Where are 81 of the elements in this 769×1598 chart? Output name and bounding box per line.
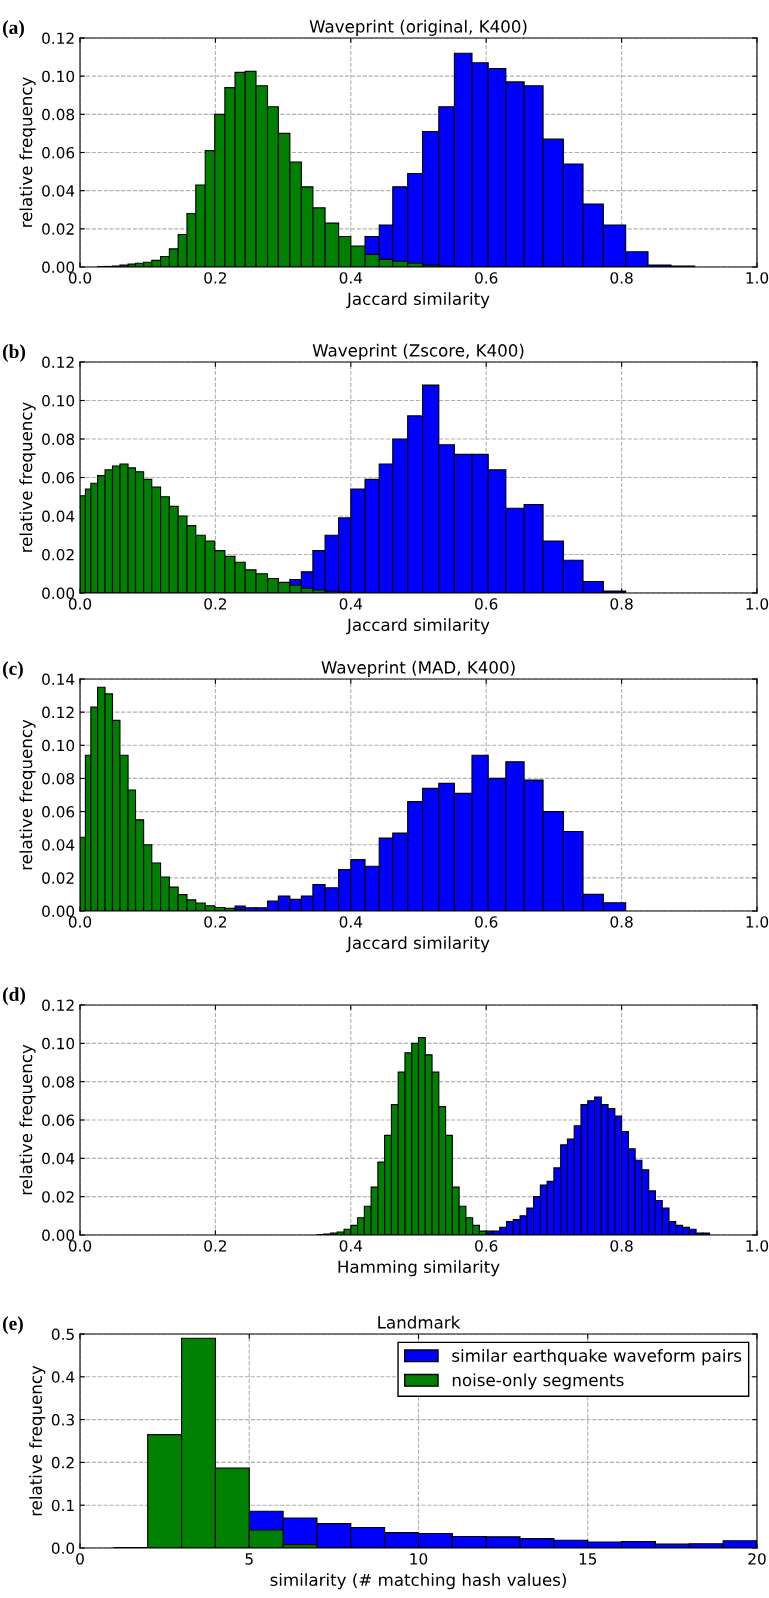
- y-axis-title: relative frequency: [19, 77, 36, 227]
- x-tick-label: 0.4: [339, 1240, 363, 1252]
- y-axis-title: relative frequency: [19, 402, 36, 552]
- x-axis-title: similarity (# matching hash values): [270, 1573, 566, 1590]
- y-tick-label: 0.12: [42, 356, 74, 369]
- x-tick-label: 1.0: [746, 916, 769, 928]
- chart-title: Waveprint (original, K400): [309, 19, 527, 36]
- y-tick-label: 0.04: [42, 839, 75, 851]
- y-tick-label: 0.04: [42, 185, 75, 197]
- x-tick-label: 0.6: [475, 916, 498, 928]
- y-tick-label: 0.1: [51, 1499, 74, 1512]
- x-tick-label: 0.8: [610, 916, 633, 928]
- x-tick-label: 0.0: [68, 1240, 92, 1252]
- x-tick-label: 15: [579, 1553, 597, 1565]
- y-tick-label: 0.12: [42, 32, 74, 45]
- chart-title: Landmark: [378, 1315, 461, 1329]
- y-tick-label: 0.5: [51, 1328, 74, 1341]
- x-tick-label: 0.4: [339, 598, 363, 610]
- text: (d): [3, 987, 26, 1005]
- legend-label: noise-only segments: [452, 1373, 624, 1390]
- x-tick-label: 5: [245, 1553, 253, 1565]
- x-tick-label: 0.2: [204, 916, 227, 928]
- x-tick-label: 20: [748, 1553, 766, 1565]
- x-tick-label: 0.2: [204, 598, 227, 610]
- legend-label: similar earthquake waveform pairs: [452, 1349, 742, 1366]
- x-tick-label: 1.0: [746, 598, 769, 610]
- y-tick-label: 0.10: [42, 394, 75, 407]
- y-tick-label: 0.2: [51, 1456, 74, 1469]
- x-tick-label: 0.8: [610, 598, 633, 610]
- y-tick-label: 0.08: [42, 433, 75, 446]
- x-axis-title: Jaccard similarity: [346, 936, 490, 953]
- x-tick-label: 0.2: [204, 272, 227, 284]
- x-tick-label: 1.0: [746, 1240, 769, 1252]
- y-tick-label: 0.0: [51, 1542, 75, 1555]
- text: (e): [3, 1316, 23, 1334]
- chart-title: Waveprint (Zscore, K400): [312, 343, 524, 360]
- y-axis-title: relative frequency: [19, 719, 36, 870]
- y-tick-label: 0.06: [42, 146, 75, 159]
- text: (c): [3, 661, 23, 679]
- x-tick-label: 0.0: [68, 272, 92, 284]
- y-tick-label: 0.06: [42, 806, 75, 818]
- y-tick-label: 0.10: [42, 739, 75, 752]
- y-tick-label: 0.08: [42, 1076, 75, 1088]
- x-tick-label: 10: [410, 1553, 428, 1565]
- y-tick-label: 0.4: [51, 1371, 75, 1383]
- text: (a): [3, 20, 24, 38]
- x-tick-label: 0.6: [475, 598, 498, 610]
- y-tick-label: 0.12: [42, 706, 74, 719]
- chart-title: Waveprint (MAD, K400): [321, 660, 515, 677]
- x-axis-title: Jaccard similarity: [346, 292, 490, 309]
- y-tick-label: 0.08: [42, 772, 75, 785]
- x-tick-label: 0.6: [475, 272, 498, 284]
- x-tick-label: 0.2: [204, 1240, 227, 1252]
- y-tick-label: 0.12: [42, 999, 74, 1012]
- x-tick-label: 0.4: [339, 272, 363, 284]
- y-tick-label: 0.04: [42, 1152, 75, 1165]
- x-tick-label: 0: [76, 1553, 84, 1565]
- x-tick-label: 0.0: [68, 916, 92, 928]
- y-tick-label: 0.02: [42, 548, 74, 561]
- x-tick-label: 0.4: [339, 916, 363, 928]
- y-tick-label: 0.10: [42, 1037, 75, 1050]
- y-tick-label: 0.04: [42, 510, 75, 523]
- y-tick-label: 0.02: [42, 872, 74, 884]
- x-tick-label: 0.8: [610, 1240, 633, 1252]
- y-axis-title: relative frequency: [19, 1044, 36, 1195]
- y-tick-label: 0.02: [42, 1191, 74, 1203]
- y-tick-label: 0.14: [42, 673, 75, 686]
- y-tick-label: 0.02: [42, 223, 74, 235]
- x-axis-title: Jaccard similarity: [346, 618, 490, 635]
- y-tick-label: 0.10: [42, 70, 75, 83]
- text: (b): [3, 344, 26, 362]
- y-tick-label: 0.3: [51, 1414, 74, 1426]
- y-axis-title: relative frequency: [29, 1365, 46, 1516]
- y-tick-label: 0.06: [42, 471, 75, 484]
- x-tick-label: 0.0: [68, 598, 92, 610]
- y-tick-label: 0.08: [42, 108, 75, 121]
- x-tick-label: 1.0: [746, 272, 769, 284]
- x-tick-label: 0.6: [475, 1240, 498, 1252]
- x-axis-title: Hamming similarity: [338, 1260, 500, 1277]
- x-tick-label: 0.8: [610, 272, 633, 284]
- y-tick-label: 0.06: [42, 1114, 75, 1127]
